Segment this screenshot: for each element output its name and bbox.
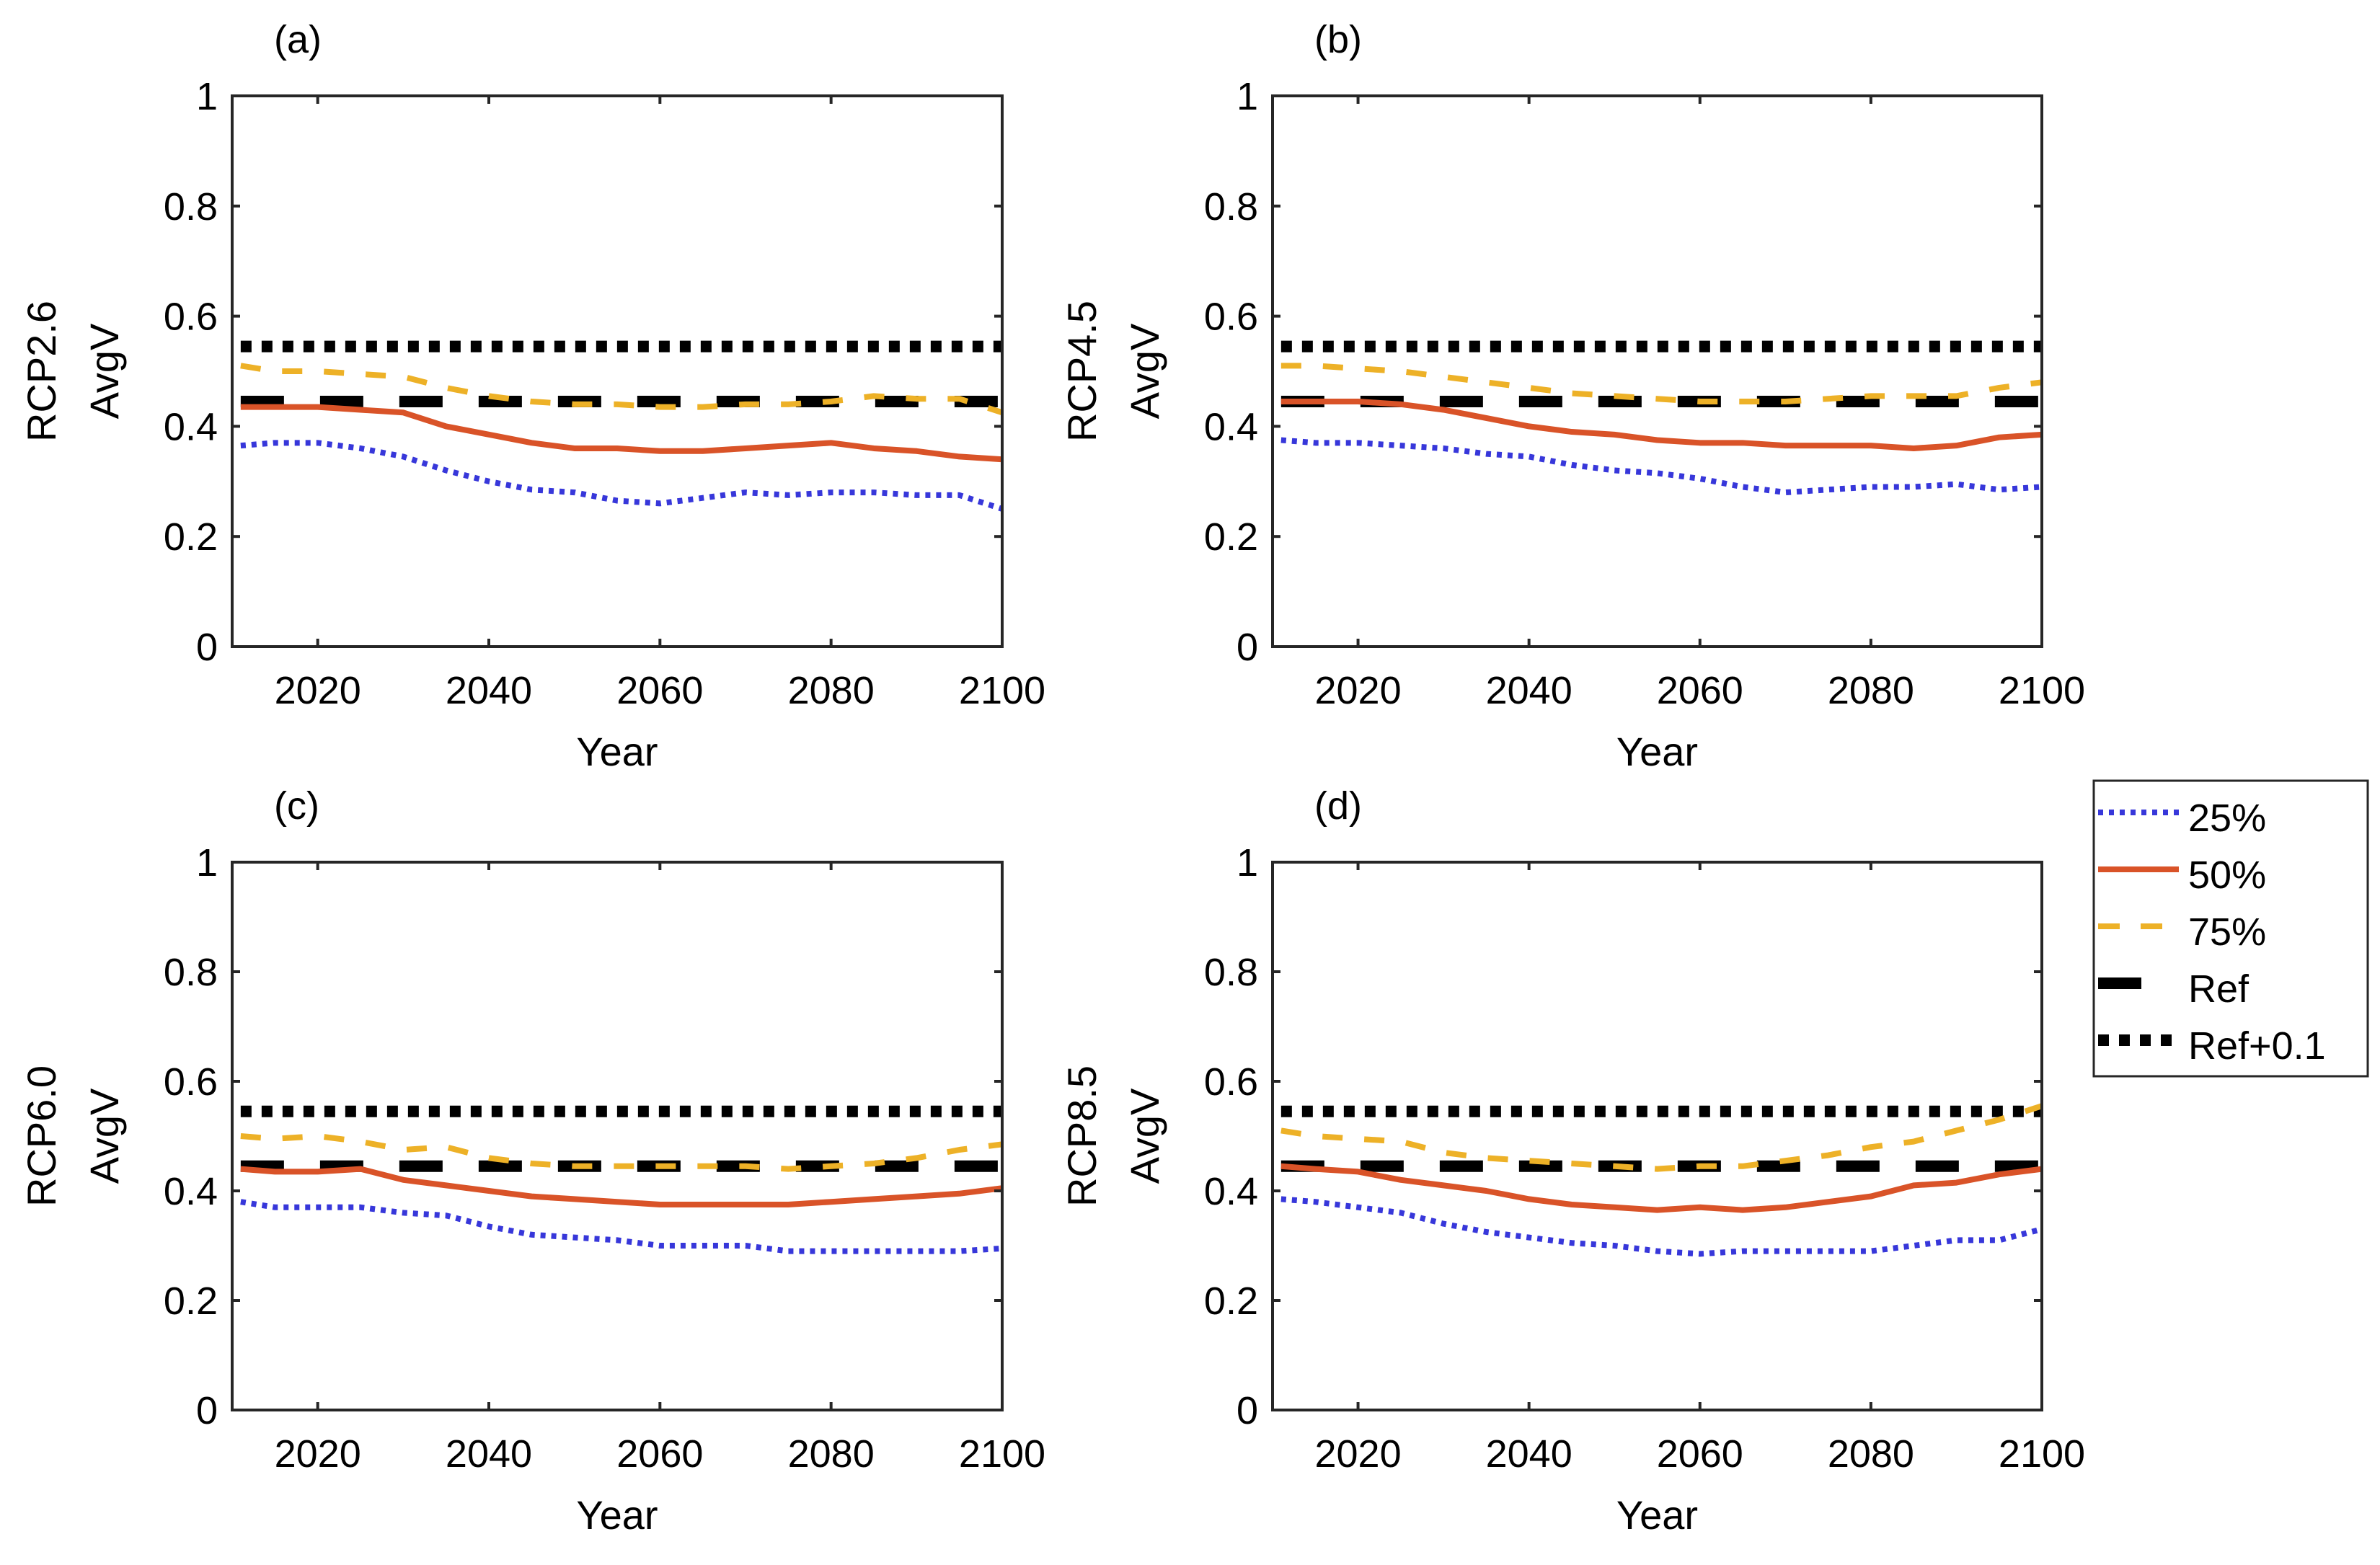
axes-box <box>231 861 1004 1411</box>
y-tick-label: 0 <box>196 626 218 669</box>
y-tick-label: 1 <box>196 841 218 885</box>
series-line-25pct <box>1280 437 2043 496</box>
legend-label-25: 25% <box>2188 797 2266 840</box>
series-line-75pct <box>1280 1103 2043 1172</box>
y-tick-label: 0.2 <box>1204 1280 1258 1323</box>
series-line-50pct <box>1280 399 2043 451</box>
y-axis-label-scenario: RCP6.0 <box>19 1065 64 1207</box>
panel-a: 0 0.2 0.4 0.6 0.8 1 2020 2040 2060 2080 2100 Year RC… <box>19 18 1045 774</box>
legend-label-ref-plus: Ref+0.1 <box>2188 1024 2326 1068</box>
x-axis-label: Year <box>1616 1492 1698 1538</box>
y-tick-label: 0.8 <box>1204 951 1258 994</box>
legend-label-75: 75% <box>2188 910 2266 954</box>
y-axis-label-scenario: RCP8.5 <box>1059 1065 1105 1207</box>
panel-label: (c) <box>274 784 319 828</box>
y-tick-label: 1 <box>196 75 218 118</box>
y-tick-label: 0 <box>1237 1389 1258 1432</box>
y-tick-label: 0 <box>196 1389 218 1432</box>
panel-label: (d) <box>1314 784 1362 828</box>
axes-box <box>1271 94 2043 648</box>
y-tick-label: 1 <box>1237 841 1258 885</box>
y-tick-label: 0.2 <box>164 1280 218 1323</box>
y-tick-label: 0.2 <box>164 515 218 559</box>
series-line-75pct <box>240 1133 1003 1172</box>
x-tick-label: 2020 <box>275 1432 361 1476</box>
legend-label-ref: Ref <box>2188 967 2250 1011</box>
y-tick-label: 0.6 <box>164 1060 218 1104</box>
series-line-50pct <box>1280 1163 2043 1213</box>
y-tick-label: 0.4 <box>1204 405 1258 448</box>
x-axis-label: Year <box>576 729 658 774</box>
series-line-25pct <box>240 440 1004 512</box>
y-axis-label-scenario: RCP4.5 <box>1059 301 1105 442</box>
y-tick-label: 1 <box>1237 75 1258 118</box>
x-axis-label: Year <box>576 1492 658 1538</box>
x-axis-label: Year <box>1616 729 1698 774</box>
legend: 25% 50% 75% Ref Ref+0.1 <box>2092 779 2369 1078</box>
y-tick-label: 0.6 <box>1204 1060 1258 1104</box>
y-tick-label: 0.2 <box>1204 515 1258 559</box>
x-tick-label: 2040 <box>446 1432 532 1476</box>
y-tick-label: 0.8 <box>1204 185 1258 229</box>
x-tick-label: 2080 <box>1828 1432 1914 1476</box>
x-tick-label: 2080 <box>788 1432 875 1476</box>
x-tick-label: 2040 <box>1486 1432 1572 1476</box>
series-line-50pct <box>240 404 1003 463</box>
y-axis-label: AvgV <box>81 323 127 419</box>
y-tick-label: 0.8 <box>164 951 218 994</box>
x-tick-label: 2060 <box>616 1432 703 1476</box>
series-line-75pct <box>240 363 1004 416</box>
legend-box <box>2092 779 2369 1078</box>
x-tick-label: 2100 <box>959 669 1045 712</box>
y-axis-label: AvgV <box>1122 323 1167 419</box>
x-tick-label: 2080 <box>1828 669 1914 712</box>
x-tick-label: 2100 <box>1999 1432 2085 1476</box>
x-tick-label: 2100 <box>1999 669 2085 712</box>
axes-box <box>231 94 1004 648</box>
y-tick-label: 0.4 <box>1204 1170 1258 1213</box>
x-tick-label: 2060 <box>616 669 703 712</box>
series-line-25pct <box>240 1199 1003 1254</box>
x-tick-label: 2080 <box>788 669 875 712</box>
x-tick-label: 2020 <box>1314 1432 1401 1476</box>
series-line-50pct <box>240 1166 1003 1207</box>
panel-label: (b) <box>1314 18 1362 61</box>
x-tick-label: 2060 <box>1657 669 1743 712</box>
y-tick-label: 0.4 <box>164 405 218 448</box>
y-tick-label: 0.8 <box>164 185 218 229</box>
y-axis-label: AvgV <box>81 1088 127 1184</box>
x-tick-label: 2020 <box>1314 669 1401 712</box>
x-tick-label: 2100 <box>959 1432 1045 1476</box>
panel-label: (a) <box>274 18 322 61</box>
x-tick-label: 2040 <box>446 669 532 712</box>
x-tick-label: 2060 <box>1657 1432 1743 1476</box>
panel-b: 0 0.2 0.4 0.6 0.8 1 2020 2040 2060 2080 2100 Year RC… <box>1059 18 2085 774</box>
panel-c: 0 0.2 0.4 0.6 0.8 1 2020 2040 2060 2080 2100 Year RC… <box>19 784 1045 1538</box>
series-line-75pct <box>1280 363 2043 405</box>
panel-d: 0 0.2 0.4 0.6 0.8 1 2020 2040 2060 2080 2100 Year RC… <box>1059 784 2085 1538</box>
y-tick-label: 0.6 <box>1204 296 1258 339</box>
y-tick-label: 0.6 <box>164 296 218 339</box>
x-tick-label: 2040 <box>1486 669 1572 712</box>
x-tick-label: 2020 <box>275 669 361 712</box>
y-tick-label: 0 <box>1237 626 1258 669</box>
y-axis-label-scenario: RCP2.6 <box>19 301 64 442</box>
y-tick-label: 0.4 <box>164 1170 218 1213</box>
axes-box <box>1271 861 2043 1411</box>
series-line-25pct <box>1280 1196 2043 1257</box>
legend-label-50: 50% <box>2188 854 2266 897</box>
y-axis-label: AvgV <box>1122 1088 1167 1184</box>
